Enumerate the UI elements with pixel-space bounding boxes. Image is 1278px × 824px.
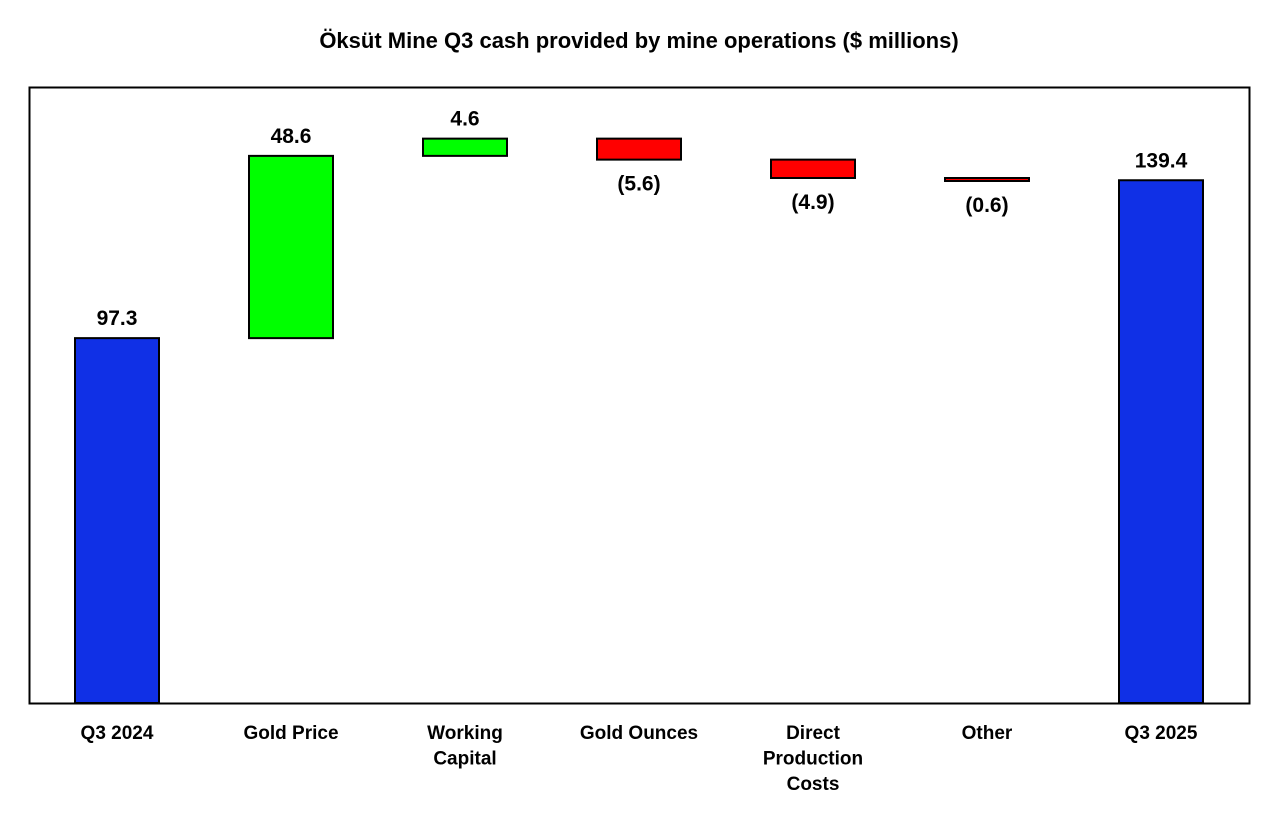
category-label-line: Costs [787, 774, 840, 795]
bar-working-capital [422, 137, 508, 157]
bar-direct-production-costs [770, 158, 856, 179]
category-label-line: Q3 2025 [1125, 723, 1198, 744]
value-labels-layer: 97.3 48.6 4.6 (5.6) (4.9) (0.6) 139.4 [97, 108, 1188, 331]
bars-layer [74, 137, 1204, 704]
category-label-line: Q3 2024 [81, 723, 154, 744]
category-label-working-capital: Working Capital [427, 723, 503, 770]
value-label-gold-ounces: (5.6) [617, 173, 660, 196]
category-label-line: Capital [433, 749, 496, 770]
bar-gold-ounces [596, 137, 682, 161]
category-label-line: Production [763, 749, 863, 770]
category-label-q3-2025: Q3 2025 [1125, 723, 1198, 744]
bar-q3-2024 [74, 337, 160, 704]
bar-q3-2025 [1118, 179, 1204, 704]
category-label-line: Other [962, 723, 1013, 744]
value-label-q3-2025: 139.4 [1135, 149, 1188, 172]
category-label-line: Gold Ounces [580, 723, 698, 744]
bar-gold-price [248, 154, 334, 340]
category-label-line: Direct [786, 723, 841, 744]
bar-other [944, 177, 1030, 182]
value-label-direct-production-costs: (4.9) [791, 191, 834, 214]
value-label-working-capital: 4.6 [450, 108, 479, 131]
category-label-gold-ounces: Gold Ounces [580, 723, 698, 744]
category-label-other: Other [962, 723, 1013, 744]
category-label-q3-2024: Q3 2024 [81, 723, 154, 744]
category-label-gold-price: Gold Price [243, 723, 338, 744]
value-label-q3-2024: 97.3 [97, 307, 138, 330]
value-label-gold-price: 48.6 [271, 125, 312, 148]
category-label-line: Gold Price [243, 723, 338, 744]
value-label-other: (0.6) [965, 194, 1008, 217]
category-label-direct-production-costs: Direct Production Costs [763, 723, 863, 795]
category-label-line: Working [427, 723, 503, 744]
chart-title: Öksüt Mine Q3 cash provided by mine oper… [319, 28, 958, 53]
category-labels-layer: Q3 2024 Gold Price Working Capital Gold Ounc… [81, 723, 1198, 795]
plot-frame [28, 86, 1251, 705]
